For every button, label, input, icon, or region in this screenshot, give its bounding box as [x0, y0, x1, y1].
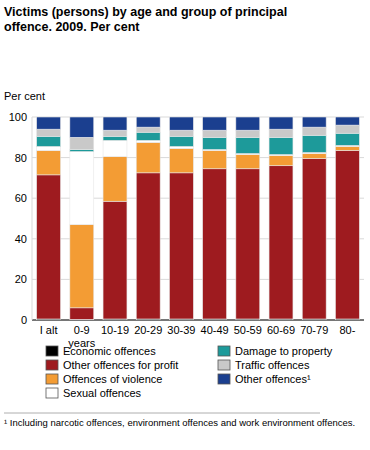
bar-segment — [302, 135, 326, 152]
bar-segment — [335, 133, 359, 145]
bar-segment — [269, 117, 293, 129]
legend-swatch — [218, 346, 230, 356]
bar-segment — [269, 137, 293, 154]
legend-label: Other offences for profit — [63, 359, 178, 371]
x-tick-label: 20-29 — [134, 324, 162, 336]
bar-segment — [37, 117, 61, 129]
bar-segment — [70, 149, 94, 151]
bar-segment — [302, 159, 326, 319]
bar-segment — [136, 117, 160, 127]
bar-segment — [103, 117, 127, 130]
y-tick-label: 20 — [15, 273, 27, 285]
y-tick-label: 100 — [9, 111, 27, 123]
bar-segment — [169, 173, 193, 319]
y-axis-line — [32, 117, 33, 320]
bar-segment — [70, 137, 94, 149]
legend-swatch — [46, 346, 58, 356]
bar-segment — [70, 117, 94, 137]
y-tick-label: 40 — [15, 233, 27, 245]
legend-label: Sexual offences — [63, 387, 142, 399]
bar-segment — [103, 136, 127, 140]
bar-segment — [236, 137, 260, 153]
bar-segment — [103, 140, 127, 156]
y-tick-label: 60 — [15, 192, 27, 204]
bar-segment — [302, 127, 326, 135]
bar-segment — [70, 225, 94, 308]
bar-segment — [169, 130, 193, 136]
bar-segment — [302, 117, 326, 127]
bar-segment — [236, 130, 260, 137]
footnote-rule — [4, 413, 320, 414]
bars — [37, 117, 360, 320]
bar-segment — [203, 130, 227, 137]
legend-swatch — [218, 360, 230, 370]
bar-segment — [269, 166, 293, 319]
bar-segment — [335, 150, 359, 318]
legend-label: Traffic offences — [235, 359, 310, 371]
bar-segment — [103, 201, 127, 319]
bar-segment — [70, 152, 94, 225]
y-tick-label: 80 — [15, 152, 27, 164]
bar-segment — [169, 136, 193, 146]
bar-segment — [136, 140, 160, 142]
bar-segment — [203, 117, 227, 130]
title: Victims (persons) by age and group of pr… — [4, 5, 287, 34]
bar-segment — [236, 117, 260, 130]
bar-segment — [136, 173, 160, 319]
chart: Victims (persons) by age and group of pr… — [0, 0, 370, 450]
legend-swatch — [46, 388, 58, 398]
x-tick-label: 10-19 — [101, 324, 129, 336]
legend-label: Offences of violence — [63, 373, 162, 385]
bar-segment — [103, 130, 127, 136]
bar-segment — [136, 132, 160, 140]
bar-segment — [136, 127, 160, 132]
bar-segment — [335, 117, 359, 125]
bar-segment — [236, 155, 260, 169]
x-tick-label: 70-79 — [300, 324, 328, 336]
bar-segment — [302, 154, 326, 159]
bar-segment — [335, 146, 359, 150]
x-tick-label: 40-49 — [201, 324, 229, 336]
y-tick-label: 0 — [21, 314, 27, 326]
bar-segment — [169, 117, 193, 130]
bar-segment — [37, 175, 61, 319]
bar-segment — [70, 308, 94, 320]
x-tick-label: 30-39 — [167, 324, 195, 336]
bar-segment — [37, 136, 61, 146]
bar-segment — [103, 157, 127, 202]
legend-swatch — [46, 374, 58, 384]
legend: Economic offences Other offences for prof… — [46, 345, 333, 399]
y-axis-label: Per cent — [4, 90, 45, 102]
legend-swatch — [218, 374, 230, 384]
legend-swatch — [46, 360, 58, 370]
x-tick-label: I alt — [40, 324, 58, 336]
bar-segment — [37, 129, 61, 136]
bar-segment — [269, 129, 293, 137]
bar-segment — [236, 169, 260, 319]
bar-segment — [37, 146, 61, 150]
bar-segment — [169, 148, 193, 172]
legend-label: Damage to property — [235, 345, 333, 357]
bar-segment — [269, 156, 293, 166]
legend-label: Economic offences — [63, 345, 156, 357]
bar-segment — [335, 125, 359, 133]
x-tick-label: 80- — [339, 324, 355, 336]
footnote: ¹ Including narcotic offences, environme… — [4, 417, 355, 428]
bar-segment — [136, 142, 160, 172]
bar-segment — [203, 137, 227, 149]
bar-segment — [169, 146, 193, 148]
x-tick-label: 50-59 — [234, 324, 262, 336]
bar-segment — [203, 169, 227, 319]
bar-segment — [37, 150, 61, 174]
bar-segment — [203, 150, 227, 168]
legend-label: Other offences¹ — [235, 373, 311, 385]
x-tick-label: 60-69 — [267, 324, 295, 336]
